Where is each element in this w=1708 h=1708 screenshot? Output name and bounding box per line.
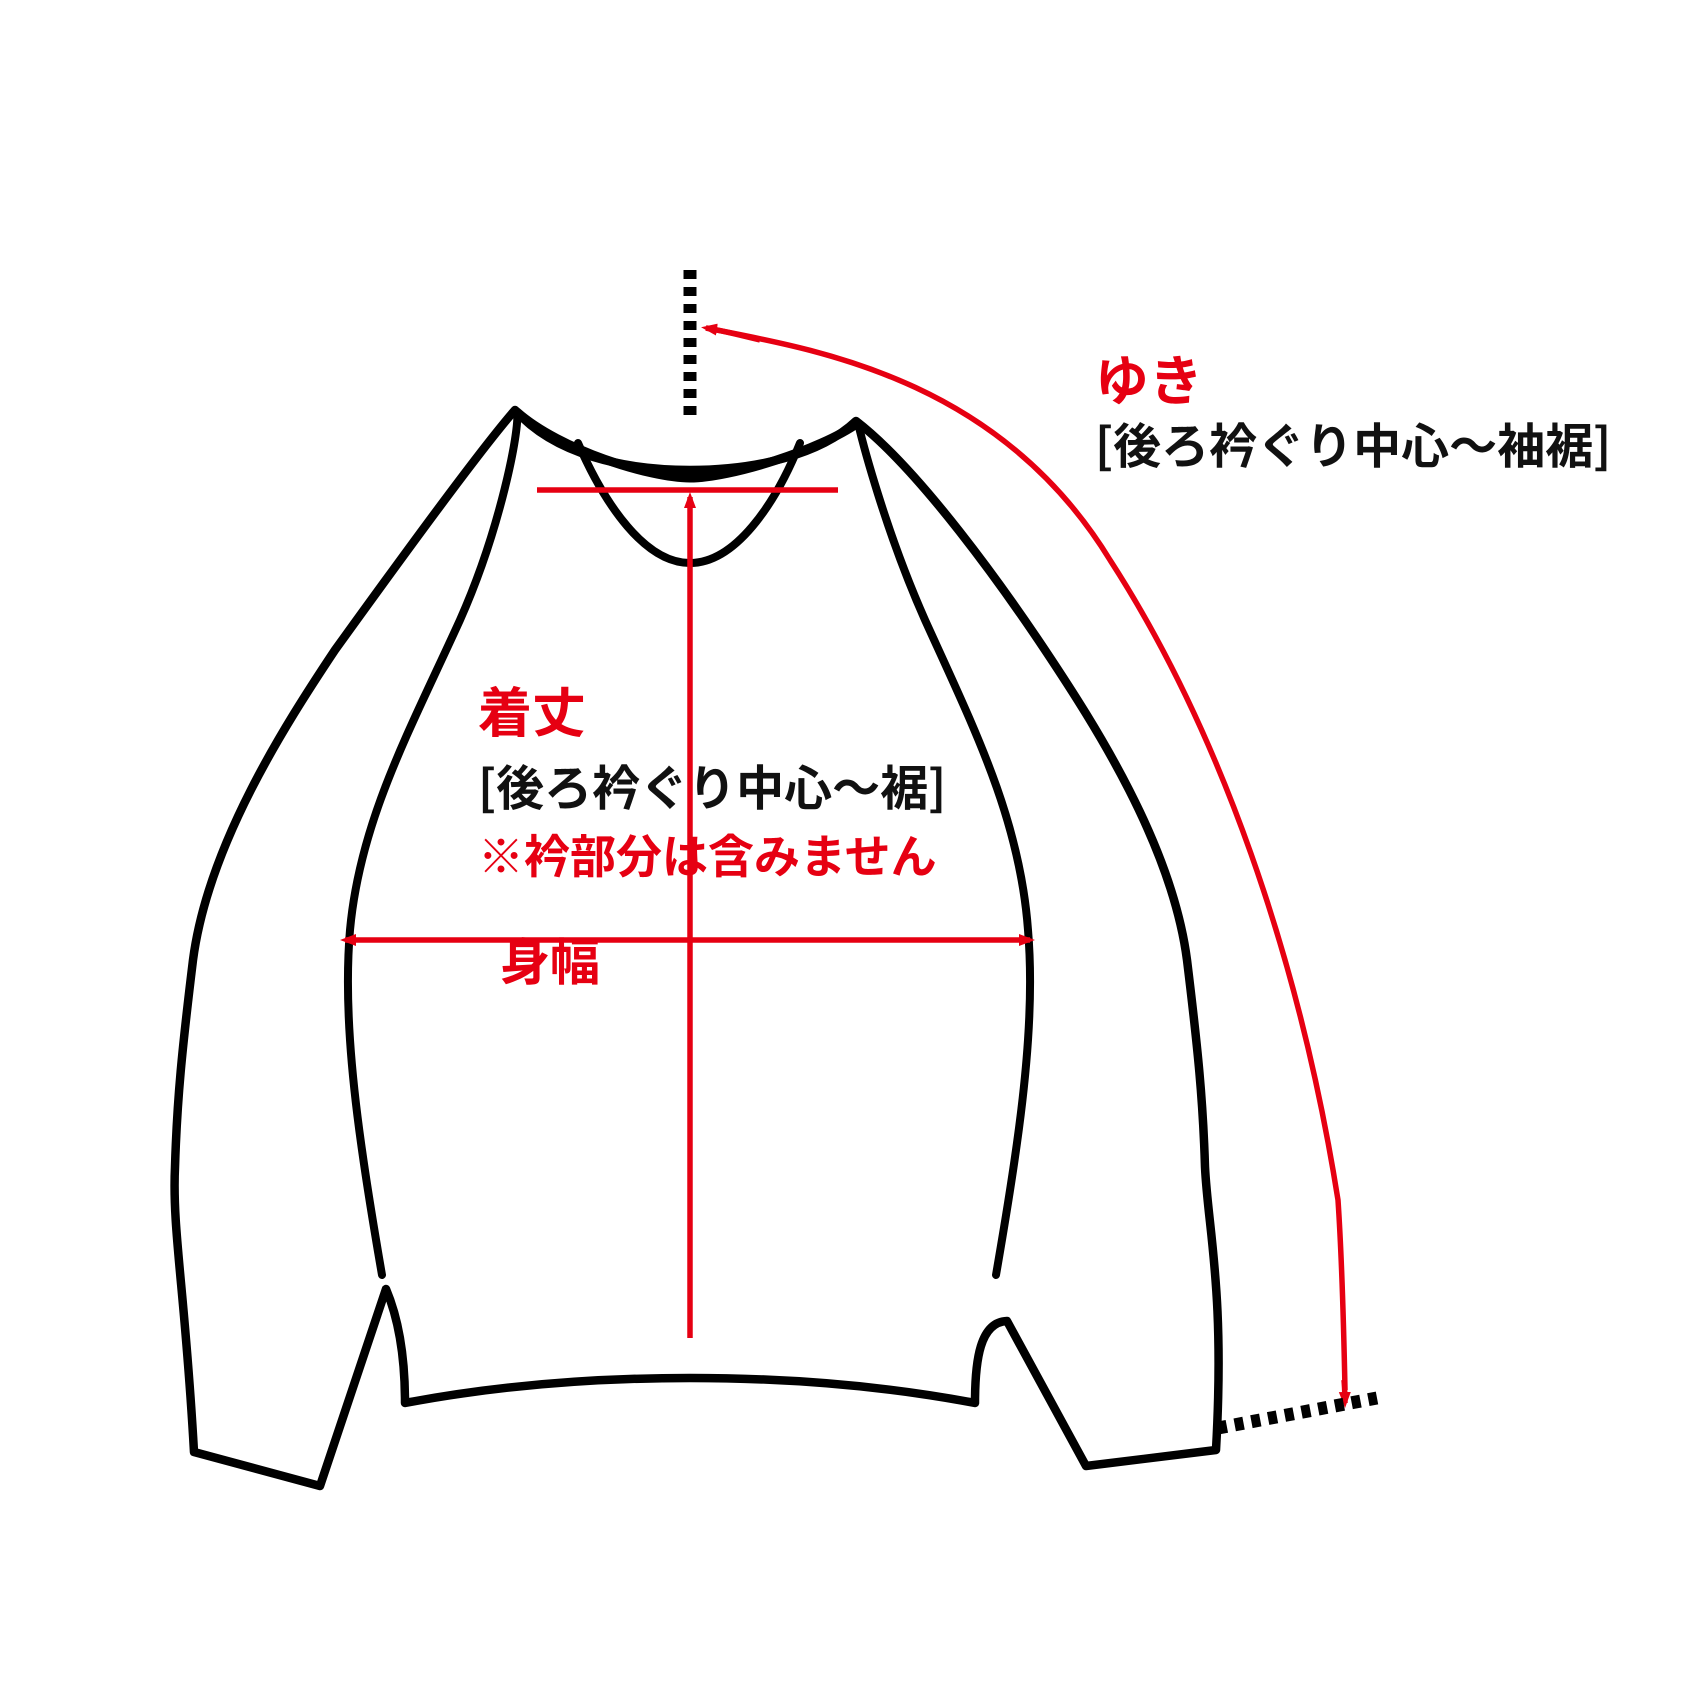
- svg-text:身幅: 身幅: [500, 923, 600, 995]
- svg-text:[後ろ衿ぐり中心〜裾]: [後ろ衿ぐり中心〜裾]: [478, 749, 946, 819]
- svg-text:着丈: 着丈: [478, 669, 586, 748]
- svg-text:ゆき: ゆき: [1095, 337, 1203, 416]
- svg-text:※衿部分は含みません: ※衿部分は含みません: [478, 821, 937, 887]
- svg-text:[後ろ衿ぐり中心〜袖裾]: [後ろ衿ぐり中心〜袖裾]: [1095, 407, 1611, 477]
